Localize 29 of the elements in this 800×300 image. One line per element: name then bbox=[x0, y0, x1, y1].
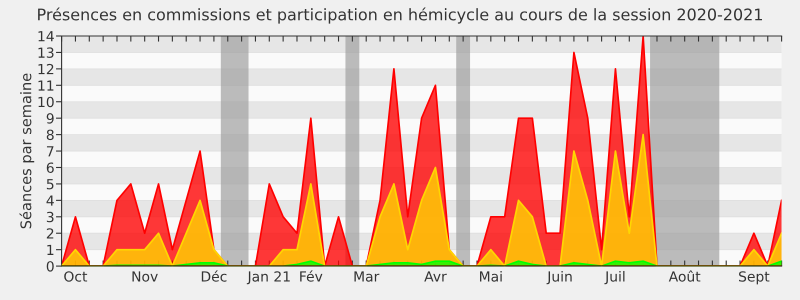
y-tick-label: 12 bbox=[38, 64, 54, 74]
y-tick-label: 11 bbox=[38, 80, 54, 91]
y-axis-title: Séances par semaine bbox=[20, 74, 34, 228]
x-tick-label: Mar bbox=[354, 271, 380, 282]
y-tick-label: 9 bbox=[46, 113, 54, 124]
chart-title: Présences en commissions et participation en hémicycle au cours de la session 2020-2021 bbox=[38, 8, 762, 24]
y-tick-label: 0 bbox=[46, 261, 54, 272]
y-tick-label: 3 bbox=[46, 212, 54, 222]
x-tick-label: Nov bbox=[132, 271, 158, 282]
x-tick-label: Sept bbox=[739, 271, 770, 284]
y-tick-label: 14 bbox=[38, 31, 54, 42]
x-tick-label: Oct bbox=[64, 271, 88, 282]
x-tick-label: Juil bbox=[604, 270, 624, 284]
x-tick-label: Juin bbox=[546, 270, 572, 284]
y-tick-label: 2 bbox=[46, 228, 54, 239]
x-tick-label: Fév bbox=[300, 270, 322, 282]
x-tick-label: Déc bbox=[202, 270, 226, 282]
y-tick-label: 13 bbox=[38, 47, 54, 58]
y-tick-label: 4 bbox=[46, 196, 54, 206]
y-tick-label: 6 bbox=[46, 162, 54, 173]
y-tick-label: 7 bbox=[46, 146, 54, 156]
x-tick-label: Août bbox=[668, 270, 700, 282]
x-tick-label: Avr bbox=[424, 271, 447, 282]
x-tick-label: Mai bbox=[480, 270, 502, 282]
y-tick-label: 10 bbox=[38, 96, 54, 108]
x-tick-label: Jan 21 bbox=[246, 271, 290, 284]
y-tick-label: 5 bbox=[46, 179, 54, 190]
y-tick-label: 1 bbox=[47, 244, 54, 255]
y-tick-label: 8 bbox=[46, 130, 54, 140]
